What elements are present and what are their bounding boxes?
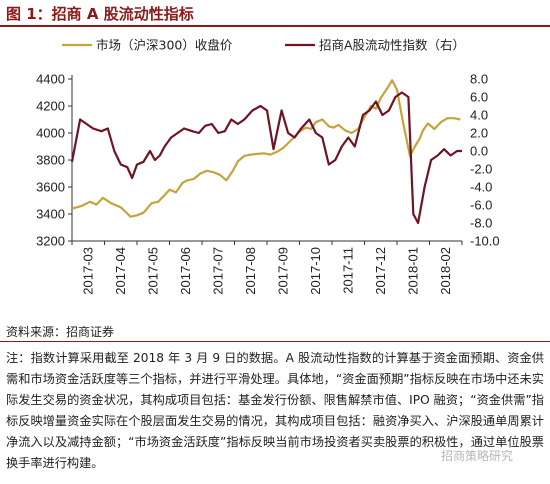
legend: 市场（沪深300）收盘价 招商A股流动性指数（右） bbox=[62, 38, 465, 53]
x-tick-label: 2017-06 bbox=[178, 247, 193, 295]
legend-label-csi300: 市场（沪深300）收盘价 bbox=[96, 38, 233, 53]
right-y-axis: 8.0 6.0 4.0 2.0 0.0 -2.0 -4.0 -6.0 -8.0 -10.0 bbox=[470, 72, 500, 249]
left-y-tick-label: 3800 bbox=[36, 153, 65, 168]
right-y-tick-label: -2.0 bbox=[470, 162, 492, 177]
right-y-tick-label: 0.0 bbox=[470, 144, 488, 159]
left-y-tick-label: 3200 bbox=[36, 234, 65, 249]
series-line-csi300 bbox=[71, 79, 461, 218]
left-y-tick-label: 4200 bbox=[36, 99, 65, 114]
right-y-tick-label: 6.0 bbox=[470, 90, 488, 105]
left-y-axis: 3200 3400 3600 3800 4000 4200 4400 bbox=[36, 72, 72, 249]
x-tick-label: 2017-05 bbox=[145, 247, 160, 295]
left-y-tick-label: 3400 bbox=[36, 207, 65, 222]
x-tick-label: 2017-08 bbox=[243, 247, 258, 295]
right-y-tick-label: 4.0 bbox=[470, 108, 488, 123]
legend-label-liquidity: 招商A股流动性指数（右） bbox=[319, 38, 465, 53]
watermark: 招商策略研究 bbox=[441, 449, 514, 463]
series-line-liquidity-index bbox=[70, 91, 462, 225]
x-tick-label: 2017-04 bbox=[113, 247, 128, 295]
x-tick-label: 2018-02 bbox=[438, 247, 453, 295]
chart: 市场（沪深300）收盘价 招商A股流动性指数（右） 3200 3400 3600 38… bbox=[36, 38, 500, 295]
x-tick-label: 2017-09 bbox=[275, 247, 290, 295]
left-y-tick-label: 4000 bbox=[36, 126, 65, 141]
right-y-tick-label: -8.0 bbox=[470, 216, 492, 231]
x-tick-label: 2017-12 bbox=[373, 247, 388, 295]
x-tick-label: 2017-10 bbox=[308, 247, 323, 295]
right-y-tick-label: 2.0 bbox=[470, 126, 488, 141]
left-y-tick-label: 3600 bbox=[36, 180, 65, 195]
x-tick-label: 2017-07 bbox=[210, 247, 225, 295]
source-divider bbox=[0, 341, 550, 342]
right-y-tick-label: -10.0 bbox=[470, 234, 500, 249]
x-tick-label: 2017-11 bbox=[340, 247, 355, 294]
source-note: 资料来源：招商证券 bbox=[6, 325, 115, 339]
title-divider bbox=[0, 25, 550, 27]
right-y-tick-label: 8.0 bbox=[470, 72, 488, 87]
figure-title: 图 1：招商 A 股流动性指标 bbox=[6, 5, 194, 23]
methodology-note: 注：指数计算采用截至 2018 年 3 月 9 日的数据。A 股流动性指数的计算… bbox=[6, 351, 544, 470]
x-tick-label: 2017-03 bbox=[80, 247, 95, 295]
right-y-tick-label: -4.0 bbox=[470, 180, 492, 195]
series-layer bbox=[70, 79, 462, 225]
right-y-tick-label: -6.0 bbox=[470, 198, 492, 213]
x-axis: 2017-03 2017-04 2017-05 2017-06 2017-07 2017-… bbox=[71, 241, 463, 295]
x-tick-label: 2018-01 bbox=[405, 247, 420, 295]
left-y-tick-label: 4400 bbox=[36, 72, 65, 87]
